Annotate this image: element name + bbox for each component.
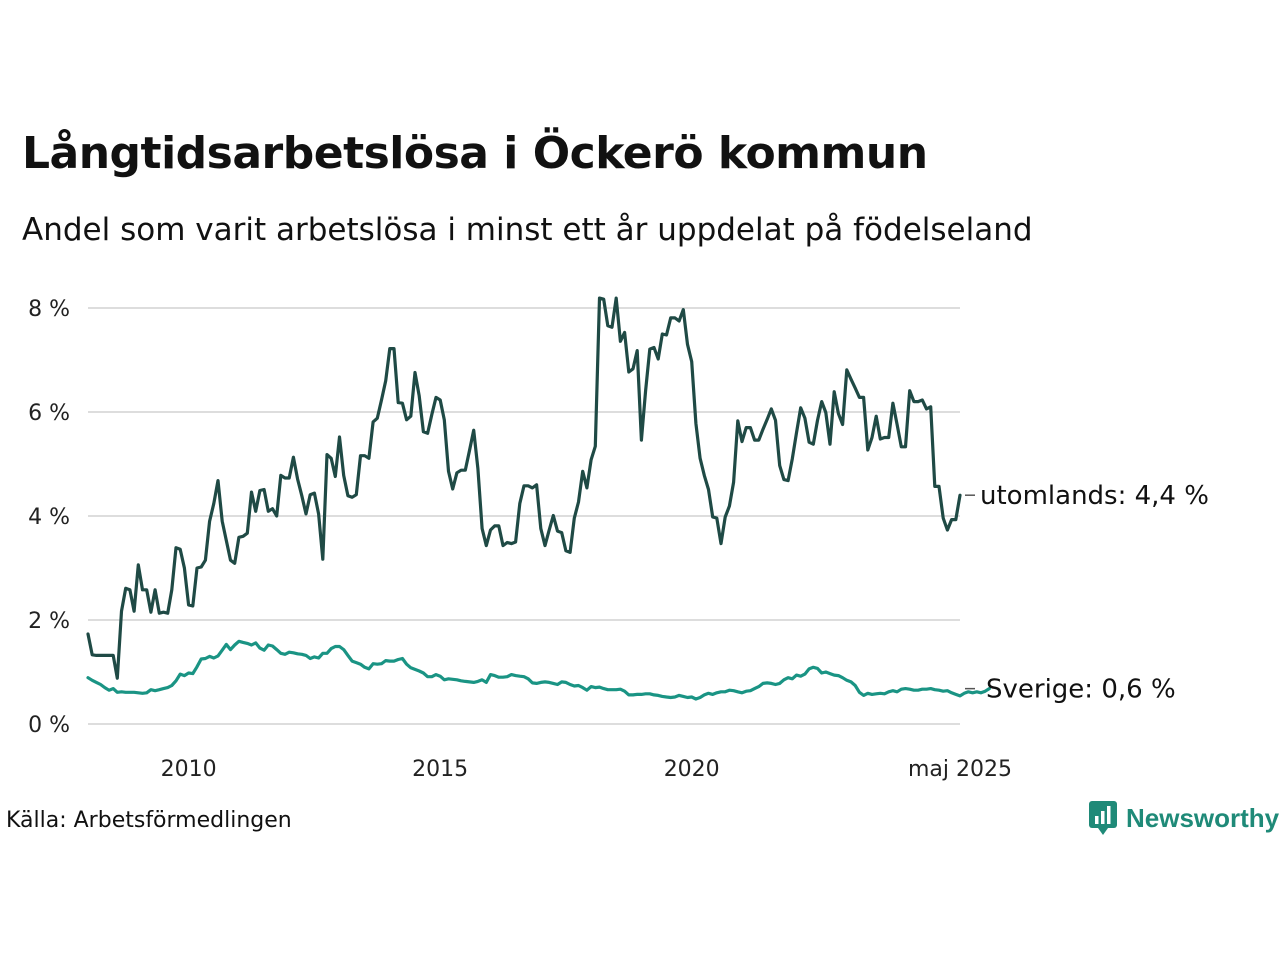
x-tick-label: maj 2025 <box>908 757 1012 782</box>
x-tick-label: 2015 <box>412 757 468 782</box>
y-axis-ticks: 0 % 2 % 4 % 6 % 8 % <box>28 297 70 738</box>
source-note: Källa: Arbetsförmedlingen <box>6 808 292 833</box>
series-end-label: utomlands: 4,4 % <box>980 481 1209 511</box>
series-end-label: Sverige: 0,6 % <box>986 675 1176 705</box>
y-tick-label: 8 % <box>28 297 70 322</box>
brand-name: Newsworthy <box>1126 802 1280 833</box>
y-tick-label: 2 % <box>28 609 70 634</box>
chart-subtitle: Andel som varit arbetslösa i minst ett å… <box>22 212 1033 248</box>
brand-logo: Newsworthy <box>1088 800 1279 836</box>
x-axis-ticks: 2010 2015 2020 maj 2025 <box>161 757 1012 782</box>
series-lines <box>86 296 991 701</box>
y-tick-label: 6 % <box>28 401 70 426</box>
x-tick-label: 2020 <box>664 757 720 782</box>
end-labels: utomlands: 4,4 % Sverige: 0,6 % <box>965 481 1209 705</box>
newsworthy-logo-icon <box>1089 801 1117 835</box>
y-tick-label: 0 % <box>28 713 70 738</box>
x-tick-label: 2010 <box>161 757 217 782</box>
series-line-utomlands <box>86 296 962 680</box>
y-tick-label: 4 % <box>28 505 70 530</box>
chart-title: Långtidsarbetslösa i Öckerö kommun <box>22 128 928 179</box>
series-line-sverige <box>86 639 991 701</box>
grid-lines <box>88 307 960 725</box>
